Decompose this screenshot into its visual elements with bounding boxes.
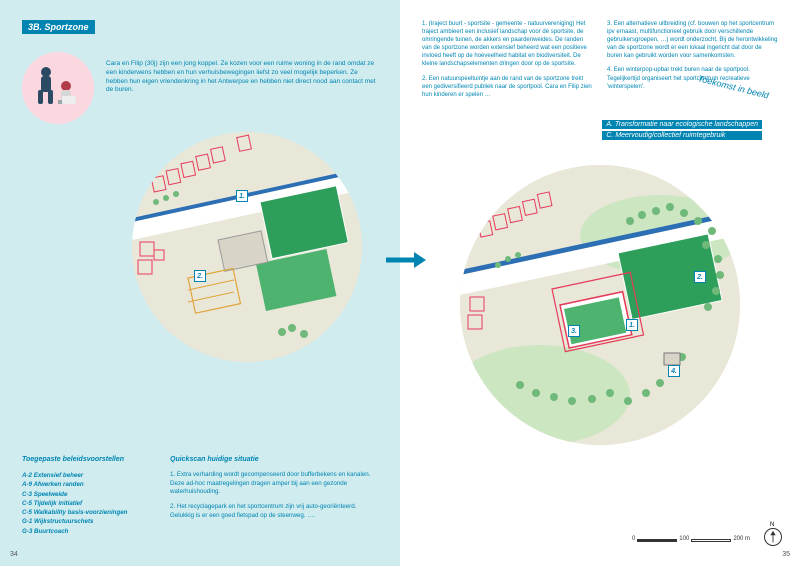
map-marker-1: 1. (236, 190, 248, 202)
bottom-columns: Toegepaste beleidsvoorstellen A-2 Extens… (22, 456, 378, 536)
right-p2: 2. Een natuurspeeltuintje aan de rand va… (422, 75, 593, 99)
policy-title: Toegepaste beleidsvoorstellen (22, 456, 142, 463)
scale-bar: 0 100 200 m (632, 536, 750, 542)
intro-row: Cara en Filip (30j) zijn een jong koppel… (22, 52, 378, 124)
quickscan-title: Quickscan huidige situatie (170, 456, 378, 463)
map-marker-4: 4. (668, 365, 680, 377)
map-marker-1: 1. (626, 319, 638, 331)
map-marker-2: 2. (694, 271, 706, 283)
policy-item: A-9 Afwerken randen (22, 480, 142, 489)
page-number-left: 34 (10, 551, 18, 558)
policy-item: C-3 Speelweide (22, 490, 142, 499)
map-future: 1. 2. 3. 4. (460, 165, 740, 445)
policy-item: A-2 Extensief beheer (22, 471, 142, 480)
map-marker-3: 3. (568, 325, 580, 337)
quickscan: Quickscan huidige situatie 1. Extra verh… (170, 456, 378, 536)
right-text-columns: 1. (traject buurt - sportsite - gemeente… (422, 20, 778, 105)
scale-0: 0 (632, 536, 635, 542)
section-tag: 3B. Sportzone (22, 20, 95, 34)
quickscan-p2: 2. Het recyclagepark en het sportcentrum… (170, 503, 378, 520)
subsection-labels: A. Transformatie naar ecologische landsc… (602, 120, 762, 140)
transition-arrow-icon (386, 250, 426, 272)
page-left: 3B. Sportzone Cara en Filip (30j) zijn e… (0, 0, 400, 566)
scale-100: 100 (679, 536, 689, 542)
scale-200: 200 m (733, 536, 750, 542)
page-right: 1. (traject buurt - sportsite - gemeente… (400, 0, 800, 566)
map-current: 1. 2. (132, 132, 362, 362)
intro-text: Cara en Filip (30j) zijn een jong koppel… (106, 52, 378, 124)
policy-item: C-5 Tijdelijk initiatief (22, 499, 142, 508)
north-arrow-icon (764, 528, 782, 546)
right-p3: 3. Een alternatieve uitbreiding (cf. bou… (607, 20, 778, 60)
subsection-c: C. Meervoudig/collectief ruimtegebruik (602, 131, 762, 140)
policy-item: G-1 Wijkstructuurschets (22, 517, 142, 526)
subsection-a: A. Transformatie naar ecologische landsc… (602, 120, 762, 129)
policy-list: Toegepaste beleidsvoorstellen A-2 Extens… (22, 456, 142, 536)
map-marker-2: 2. (194, 270, 206, 282)
persona-avatar (22, 52, 94, 124)
quickscan-p1: 1. Extra verharding wordt gecompenseerd … (170, 471, 378, 497)
page-number-right: 35 (782, 551, 790, 558)
policy-item: C-5 Walkability basis-voorzieningen (22, 508, 142, 517)
right-p1: 1. (traject buurt - sportsite - gemeente… (422, 20, 593, 69)
policy-item: G-3 Buurtcoach (22, 527, 142, 536)
